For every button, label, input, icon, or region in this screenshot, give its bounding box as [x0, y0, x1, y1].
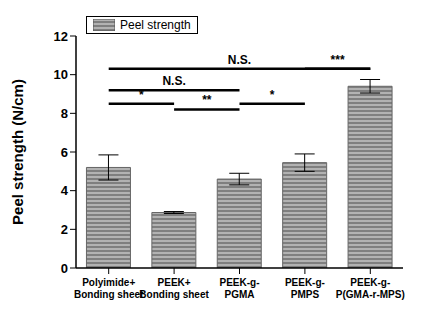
- svg-text:PEEK+Bonding sheet: PEEK+Bonding sheet: [139, 277, 209, 300]
- svg-text:*: *: [270, 88, 275, 102]
- svg-text:PEEK-g-P(GMA-r-MPS): PEEK-g-P(GMA-r-MPS): [336, 277, 405, 300]
- svg-text:Peel strength (N/cm): Peel strength (N/cm): [9, 79, 26, 225]
- svg-text:10: 10: [54, 67, 68, 82]
- svg-text:12: 12: [54, 29, 68, 44]
- svg-text:N.S.: N.S.: [228, 53, 251, 67]
- svg-text:4: 4: [61, 183, 69, 198]
- svg-text:*: *: [139, 88, 144, 102]
- svg-text:Polyimide+Bonding sheet: Polyimide+Bonding sheet: [74, 277, 144, 300]
- svg-text:N.S.: N.S.: [162, 74, 185, 88]
- svg-text:**: **: [202, 93, 212, 107]
- svg-text:PEEK-g-PGMA: PEEK-g-PGMA: [220, 277, 260, 300]
- svg-text:8: 8: [61, 106, 68, 121]
- html-text:Peel strength: Peel strength: [120, 18, 191, 32]
- svg-text:0: 0: [61, 261, 68, 276]
- svg-text:***: ***: [331, 53, 345, 67]
- svg-text:2: 2: [61, 222, 68, 237]
- svg-text:6: 6: [61, 145, 68, 160]
- svg-text:PEEK-g-PMPS: PEEK-g-PMPS: [285, 277, 325, 300]
